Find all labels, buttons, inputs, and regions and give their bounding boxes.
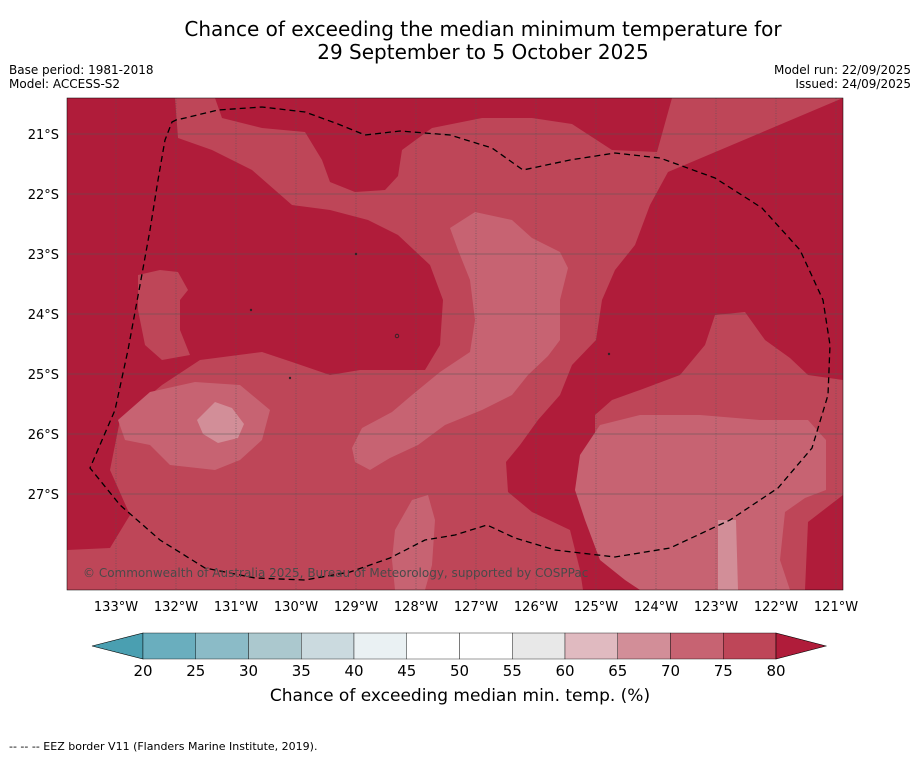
lon-label: 133°W (94, 600, 138, 615)
lon-label: 126°W (514, 600, 558, 615)
colorbar-tick-label: 75 (714, 662, 733, 680)
colorbar-segment (723, 632, 777, 660)
lat-label: 24°S (28, 308, 59, 323)
lat-label: 27°S (28, 488, 59, 503)
lon-label: 124°W (634, 600, 678, 615)
region-70-75-southeast (575, 415, 826, 590)
region-70-75-west (118, 382, 270, 470)
longitude-labels: 133°W 132°W 131°W 130°W 129°W 128°W 127°… (94, 600, 858, 615)
map-graticule (115, 98, 837, 590)
lat-label: 25°S (28, 368, 59, 383)
colorbar-tick-label: 65 (608, 662, 627, 680)
eez-legend: -- -- -- EEZ border V11 (Flanders Marine… (9, 740, 318, 753)
lon-label: 132°W (154, 600, 198, 615)
colorbar-tick-label: 35 (292, 662, 311, 680)
colorbar-tick-label: 60 (555, 662, 574, 680)
colorbar-segment (142, 632, 196, 660)
colorbar-segment (248, 632, 302, 660)
colorbar-segment (617, 632, 671, 660)
region-70-75-main (352, 212, 568, 470)
model-run-text: Model run: 22/09/2025 (773, 63, 911, 77)
colorbar-tick-label: 40 (344, 662, 363, 680)
lon-label: 127°W (454, 600, 498, 615)
colorbar-segment (670, 632, 724, 660)
model-info: Base period: 1981-2018 Model: ACCESS-S2 (9, 63, 154, 91)
issued-text: Issued: 24/09/2025 (795, 77, 911, 91)
probability-field (67, 98, 843, 590)
island-marker (394, 333, 400, 339)
lon-label: 123°W (694, 600, 738, 615)
model-text: Model: ACCESS-S2 (9, 77, 121, 91)
colorbar-segment (406, 632, 460, 660)
island-marker (288, 376, 292, 380)
lon-label: 131°W (214, 600, 258, 615)
colorbar-ticks: 20 25 30 35 40 45 50 55 60 65 70 75 80 (133, 662, 785, 680)
lon-label: 125°W (574, 600, 618, 615)
lat-label: 26°S (28, 428, 59, 443)
colorbar-tick-label: 45 (397, 662, 416, 680)
map-frame (66, 97, 844, 591)
lat-label: 22°S (28, 188, 59, 203)
region-75-80-main (67, 98, 843, 590)
colorbar-segment (564, 632, 618, 660)
colorbar-tick-label: 25 (186, 662, 205, 680)
colorbar-tick-label: 20 (133, 662, 152, 680)
colorbar-extend-high (775, 632, 828, 660)
region-65-70-southeast (718, 520, 738, 590)
copyright-text: © Commonwealth of Australia 2025, Bureau… (83, 566, 588, 580)
colorbar-label: Chance of exceeding median min. temp. (%… (269, 686, 651, 706)
colorbar-tick-label: 55 (503, 662, 522, 680)
lon-label: 121°W (814, 600, 858, 615)
lon-label: 130°W (274, 600, 318, 615)
region-65-70-west (197, 402, 244, 443)
region-70-75-south (392, 495, 435, 590)
colorbar-extend-low (91, 632, 144, 660)
run-info: Model run: 22/09/2025 Issued: 24/09/2025 (774, 63, 911, 91)
colorbar-tick-label: 30 (239, 662, 258, 680)
colorbar-tick-label: 80 (766, 662, 785, 680)
island-marker (607, 352, 611, 356)
lon-label: 128°W (394, 600, 438, 615)
lat-label: 23°S (28, 248, 59, 263)
title-line-2: 29 September to 5 October 2025 (317, 40, 649, 64)
lon-label: 122°W (754, 600, 798, 615)
colorbar-tick-label: 70 (661, 662, 680, 680)
eez-border (89, 106, 831, 581)
latitude-labels: 21°S 22°S 23°S 24°S 25°S 26°S 27°S (28, 128, 59, 503)
island-marker (249, 308, 253, 312)
islands (249, 252, 611, 380)
colorbar (91, 632, 828, 660)
region-75-80-small (138, 270, 190, 360)
colorbar-segment (301, 632, 355, 660)
colorbar-segment (353, 632, 407, 660)
island-marker (354, 252, 358, 256)
chart-title: Chance of exceeding the median minimum t… (0, 18, 919, 64)
colorbar-segment (512, 632, 566, 660)
base-period-text: Base period: 1981-2018 (9, 63, 154, 77)
lon-label: 129°W (334, 600, 378, 615)
colorbar-tick-label: 50 (450, 662, 469, 680)
title-line-1: Chance of exceeding the median minimum t… (184, 17, 782, 41)
colorbar-segment (459, 632, 513, 660)
colorbar-segment (195, 632, 249, 660)
lat-label: 21°S (28, 128, 59, 143)
map-parallels (67, 133, 843, 495)
